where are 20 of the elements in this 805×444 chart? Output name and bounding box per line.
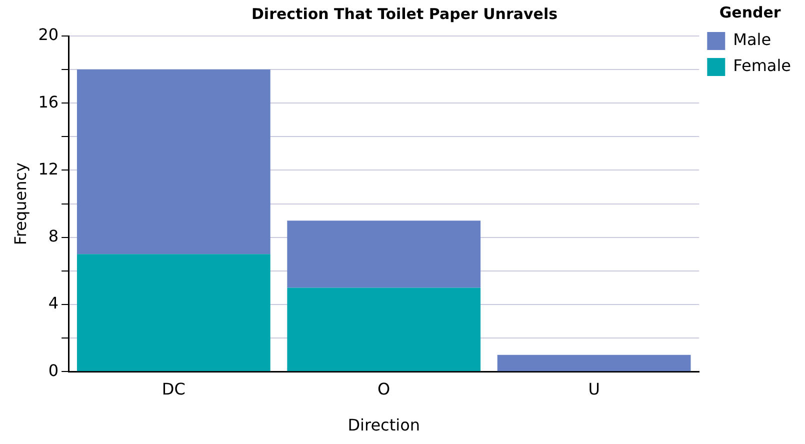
- y-tick-label: 12: [38, 159, 59, 178]
- y-tick-label: 0: [48, 360, 59, 380]
- bar: [287, 220, 481, 288]
- bar: [76, 70, 270, 254]
- x-tick-label: U: [588, 379, 600, 398]
- y-tick-label: 20: [38, 25, 59, 44]
- y-tick-label: 16: [38, 92, 59, 112]
- y-tick-label: 8: [48, 226, 59, 246]
- x-axis-title: Direction: [348, 416, 420, 435]
- bar: [497, 354, 691, 372]
- y-axis-title: Frequency: [10, 162, 30, 246]
- legend-label: Male: [733, 30, 772, 50]
- x-tick-label: O: [378, 379, 390, 398]
- legend-title: Gender: [719, 3, 782, 22]
- x-tick-label: DC: [162, 379, 186, 398]
- chart-title: Direction That Toilet Paper Unravels: [251, 4, 558, 23]
- y-tick-label: 4: [48, 294, 59, 313]
- legend-label: Female: [733, 56, 792, 76]
- bar: [76, 254, 270, 372]
- bar: [287, 288, 481, 372]
